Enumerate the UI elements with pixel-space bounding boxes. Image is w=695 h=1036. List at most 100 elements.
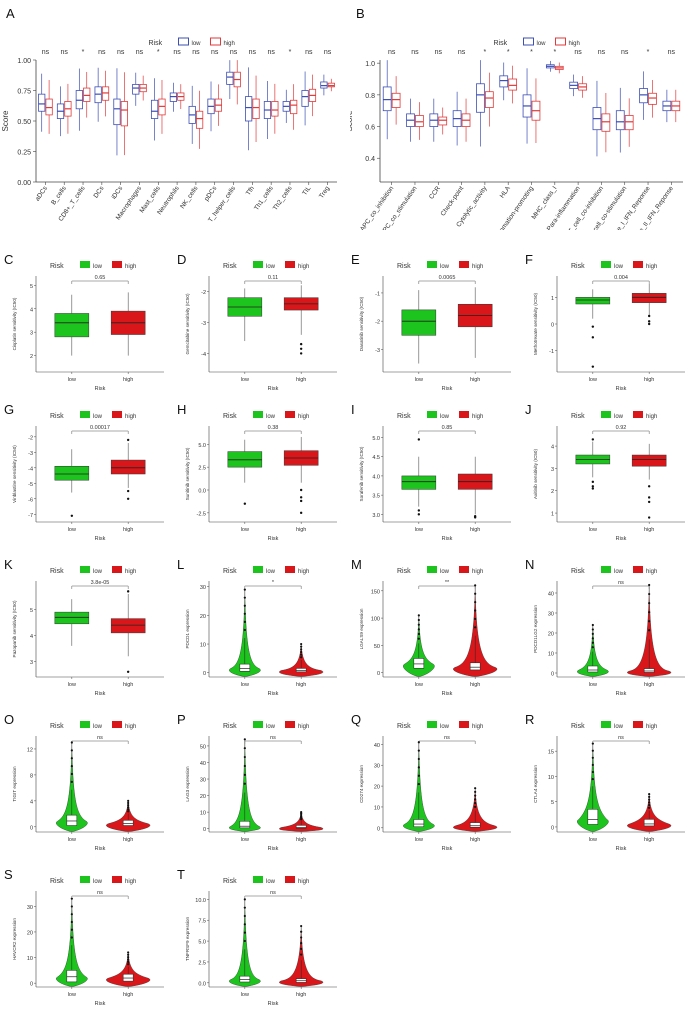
outlier-point [243,604,246,607]
comparison-bracket [592,280,650,284]
y-tick-label: 30 [27,905,33,911]
y-tick-label: 5.0 [198,940,206,946]
outlier-point [648,611,651,614]
outlier-point [591,756,594,759]
x-tick-label-high: high [296,992,306,998]
outlier-point [243,502,247,505]
outlier-point [648,629,651,632]
plot-area [209,276,337,372]
x-tick-label-high: high [644,527,654,533]
significance-label: * [530,49,533,56]
x-axis-label: Risk [95,691,106,697]
comparison-bracket [418,585,476,589]
y-tick-label: 3 [551,467,554,473]
legend-label-low: low [537,41,547,47]
chart-C-box: 2 3 4 5 Cisplatin sensitivity (IC50) low high R… [12,261,164,392]
panel-H: H -2.5 0.0 2.5 5.0 Sunitinib sensitivity (IC5… [173,400,345,550]
significance-label: * [272,580,275,586]
p-value-label: 0.00017 [90,425,110,431]
significance-label: ns [444,735,450,741]
y-tick-label: -2 [375,320,380,326]
comparison-bracket [244,430,302,434]
outlier-point [70,928,73,931]
outlier-point [474,609,477,612]
outlier-point [648,620,651,623]
outlier-point [243,914,246,918]
legend-key-low [427,261,437,268]
x-axis-label: Risk [616,846,627,852]
box-low [38,93,46,112]
plot-area [557,276,685,372]
x-tick-label: pDCs [203,185,218,203]
x-axis-label: Risk [268,846,279,852]
y-axis-label: LAG3 expression [185,766,190,802]
panel-label: O [4,712,15,727]
y-tick-label: -7 [28,513,33,519]
legend-label-high: high [472,724,483,730]
panel-label: R [525,712,535,727]
y-axis-label: CTLA4 expression [533,765,538,803]
legend-title: Risk [571,568,585,575]
plot-area [209,891,337,987]
x-tick-label: DCs [92,185,105,200]
legend-label-low: low [266,569,276,575]
violin-low [229,899,261,987]
panel-E: E -3 -2 -1 Dasatinib sensitivity (IC50) low hi… [347,250,519,400]
panel-label: N [525,557,535,572]
outlier-point [300,645,303,648]
y-tick-label: 0 [30,982,33,988]
y-axis-label: Pazopanib sensitivity (IC50) [12,600,17,657]
legend-key-high [285,261,295,268]
significance-label: ns [192,49,200,56]
legend-key-low [253,876,263,883]
outlier-point [591,763,594,767]
legend-label-high: high [125,414,136,420]
legend-key-low [427,721,437,728]
x-tick-label-high: high [644,682,654,688]
plot-area [383,581,511,677]
x-tick-label: Treg [318,185,331,200]
outlier-point [70,757,73,760]
x-axis-label: Risk [442,386,453,392]
panel-label: J [525,402,532,417]
y-axis-label: Gemcitabine sensitivity (IC50) [185,293,190,354]
chart-Q-violin: 0 10 20 30 40 CD274 expression low high Risk ns Ri… [359,721,511,852]
panel-label: I [351,402,355,417]
legend-key-high [112,411,122,418]
outlier-point [127,803,130,807]
box-low [320,81,328,89]
x-axis-label: Risk [442,536,453,542]
outlier-point [243,931,246,934]
legend-key-low [80,566,90,573]
legend-label-low: low [440,264,450,270]
legend-key-high [633,261,643,268]
y-tick-label: 2.5 [198,466,206,472]
box-low [113,98,121,126]
outlier-point [474,592,477,595]
panel-G: G -7 -6 -5 -4 -3 -2 Vinblastine sensitivity (IC… [0,400,172,550]
significance-label: ns [117,49,125,56]
x-tick-label: B_cells [50,185,68,207]
x-tick-label-high: high [644,377,654,383]
legend-title: Risk [50,413,64,420]
outlier-point [648,803,651,807]
chart-S-violin: 0 10 20 30 HAVCR2 expression low high Risk ns Ris… [12,876,164,1007]
box-low [75,90,83,110]
box-high [110,459,146,475]
chart-H-box: -2.5 0.0 2.5 5.0 Sunitinib sensitivity (IC50… [185,411,337,542]
violin-low [229,739,261,832]
x-tick-label-high: high [296,682,306,688]
outlier-point [127,808,130,811]
outlier-point [474,601,477,604]
significance-label: ns [668,49,676,56]
box-low [239,663,251,672]
box-high [438,116,448,126]
significance-label: ns [305,49,313,56]
significance-label: ns [42,49,50,56]
y-axis-label: HAVCR2 expression [12,918,17,960]
box-low [66,814,78,826]
outlier-point [591,770,594,774]
x-tick-label: TIL [301,185,312,197]
legend-label-low: low [266,264,276,270]
comparison-bracket [71,280,129,284]
